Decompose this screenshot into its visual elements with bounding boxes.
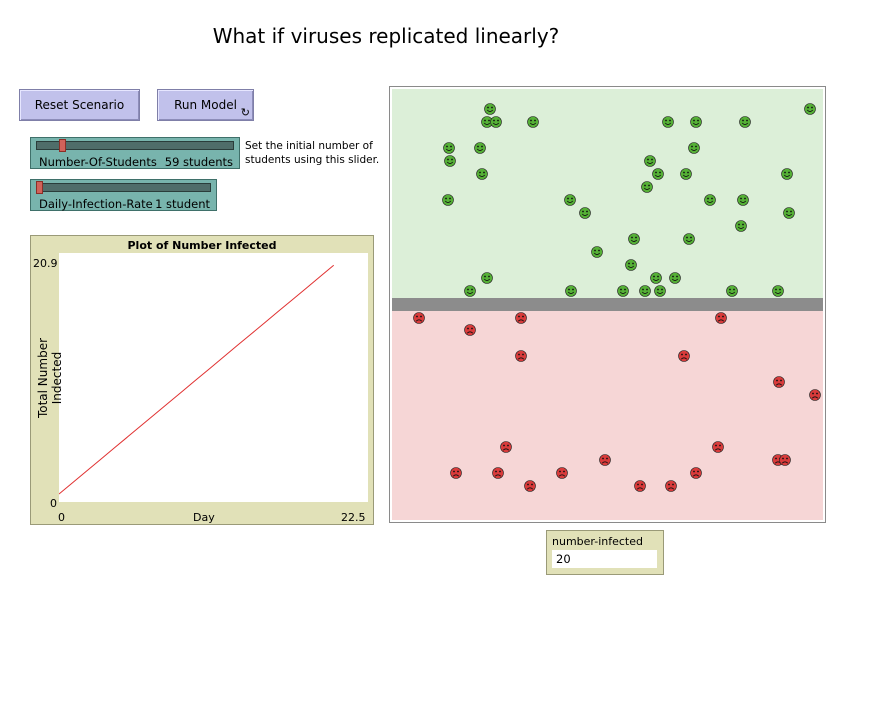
reset-scenario-button[interactable]: Reset Scenario xyxy=(19,89,140,121)
y-axis-label: Total Number Indected xyxy=(36,337,64,419)
frown-icon xyxy=(515,312,527,324)
slider-help-note: Set the initial number of students using… xyxy=(245,139,395,167)
smiley-icon xyxy=(662,116,674,128)
frown-icon xyxy=(492,467,504,479)
healthy-zone xyxy=(392,89,823,298)
smiley-icon xyxy=(591,246,603,258)
slider-thumb[interactable] xyxy=(58,139,66,152)
smiley-icon xyxy=(680,168,692,180)
smiley-icon xyxy=(476,168,488,180)
smiley-icon xyxy=(443,142,455,154)
smiley-icon xyxy=(442,194,454,206)
reset-scenario-label: Reset Scenario xyxy=(34,98,125,112)
note-line: Set the initial number of xyxy=(245,140,373,152)
smiley-icon xyxy=(735,220,747,232)
y-min-tick: 0 xyxy=(50,497,57,510)
frown-icon xyxy=(556,467,568,479)
frown-icon xyxy=(464,324,476,336)
smiley-icon xyxy=(617,285,629,297)
frown-icon xyxy=(779,454,791,466)
smiley-icon xyxy=(625,259,637,271)
number-infected-monitor: number-infected 20 xyxy=(546,530,664,575)
run-model-label: Run Model xyxy=(174,98,237,112)
smiley-icon xyxy=(628,233,640,245)
slider-label: Daily-Infection-Rate xyxy=(39,197,153,211)
smiley-icon xyxy=(690,116,702,128)
page-title: What if viruses replicated linearly? xyxy=(212,24,560,48)
smiley-icon xyxy=(644,155,656,167)
smiley-icon xyxy=(739,116,751,128)
smiley-icon xyxy=(683,233,695,245)
slider-value: 59 students xyxy=(164,155,233,169)
smiley-icon xyxy=(484,103,496,115)
plot-area xyxy=(58,253,368,502)
smiley-icon xyxy=(704,194,716,206)
world-svg xyxy=(392,89,823,520)
slider-value: 1 student xyxy=(155,197,210,211)
smiley-icon xyxy=(474,142,486,154)
frown-icon xyxy=(715,312,727,324)
plot-svg xyxy=(58,264,335,495)
slider-track[interactable] xyxy=(36,183,211,192)
smiley-icon xyxy=(579,207,591,219)
smiley-icon xyxy=(688,142,700,154)
smiley-icon xyxy=(650,272,662,284)
x-min-tick: 0 xyxy=(58,511,65,524)
smiley-icon xyxy=(527,116,539,128)
frown-icon xyxy=(665,480,677,492)
y-max-tick: 20.9 xyxy=(33,257,58,270)
slider-thumb[interactable] xyxy=(36,181,43,194)
frown-icon xyxy=(413,312,425,324)
frown-icon xyxy=(634,480,646,492)
number-of-students-slider[interactable]: Number-Of-Students 59 students xyxy=(30,137,240,169)
forever-icon: ↻ xyxy=(240,106,250,119)
smiley-icon xyxy=(737,194,749,206)
infected-zone xyxy=(392,311,823,520)
x-max-tick: 22.5 xyxy=(341,511,366,524)
smiley-icon xyxy=(783,207,795,219)
smiley-icon xyxy=(490,116,502,128)
smiley-icon xyxy=(804,103,816,115)
smiley-icon xyxy=(639,285,651,297)
frown-icon xyxy=(712,441,724,453)
monitor-label: number-infected xyxy=(552,535,643,548)
smiley-icon xyxy=(565,285,577,297)
smiley-icon xyxy=(654,285,666,297)
daily-infection-rate-slider[interactable]: Daily-Infection-Rate 1 student xyxy=(30,179,217,211)
frown-icon xyxy=(524,480,536,492)
slider-track[interactable] xyxy=(36,141,234,150)
smiley-icon xyxy=(726,285,738,297)
run-model-button[interactable]: Run Model ↻ xyxy=(157,89,254,121)
smiley-icon xyxy=(641,181,653,193)
frown-icon xyxy=(450,467,462,479)
frown-icon xyxy=(678,350,690,362)
frown-icon xyxy=(809,389,821,401)
world-canvas[interactable] xyxy=(392,89,823,520)
smiley-icon xyxy=(564,194,576,206)
smiley-icon xyxy=(669,272,681,284)
frown-icon xyxy=(690,467,702,479)
series-line xyxy=(58,264,335,495)
frown-icon xyxy=(773,376,785,388)
smiley-icon xyxy=(772,285,784,297)
zone-divider xyxy=(392,298,823,311)
slider-label: Number-Of-Students xyxy=(39,155,157,169)
note-line: students using this slider. xyxy=(245,154,380,166)
smiley-icon xyxy=(464,285,476,297)
smiley-icon xyxy=(781,168,793,180)
frown-icon xyxy=(500,441,512,453)
plot-title: Plot of Number Infected xyxy=(127,239,277,252)
smiley-icon xyxy=(481,272,493,284)
x-axis-label: Day xyxy=(193,511,215,524)
monitor-value: 20 xyxy=(552,550,657,568)
smiley-icon xyxy=(444,155,456,167)
frown-icon xyxy=(515,350,527,362)
frown-icon xyxy=(599,454,611,466)
smiley-icon xyxy=(652,168,664,180)
